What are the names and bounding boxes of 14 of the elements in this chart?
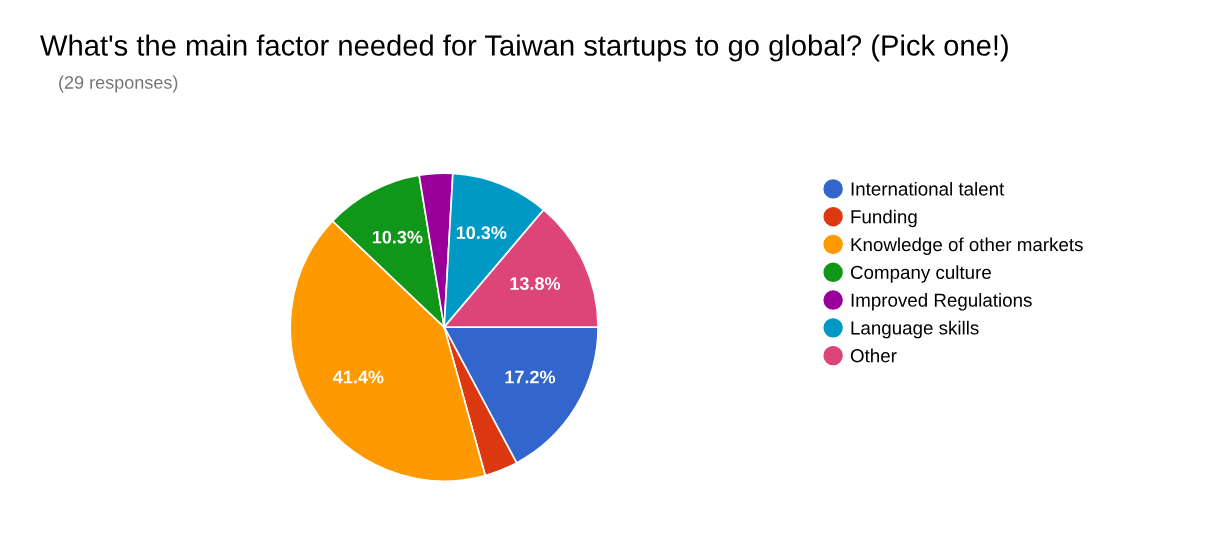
- legend-label: Funding: [851, 209, 917, 228]
- data-label: 41.4%: [333, 370, 384, 384]
- legend-label: Company culture: [850, 265, 991, 283]
- legend-label: International talent: [851, 181, 1005, 196]
- legend-label: Language skills: [851, 320, 979, 339]
- legend-label: Other: [850, 348, 897, 363]
- legend-label: Knowledge of other markets: [851, 237, 1083, 255]
- data-label: 10.3%: [372, 230, 423, 244]
- data-label: 13.8%: [510, 277, 561, 290]
- data-label: 10.3%: [456, 226, 507, 240]
- data-label: 17.2%: [505, 370, 556, 384]
- chart-title: What's the main factor needed for Taiwan startups to go global? (Pick one!): [40, 34, 1008, 62]
- text: (29 responses): [59, 75, 178, 93]
- legend-label: Improved Regulations: [851, 293, 1032, 311]
